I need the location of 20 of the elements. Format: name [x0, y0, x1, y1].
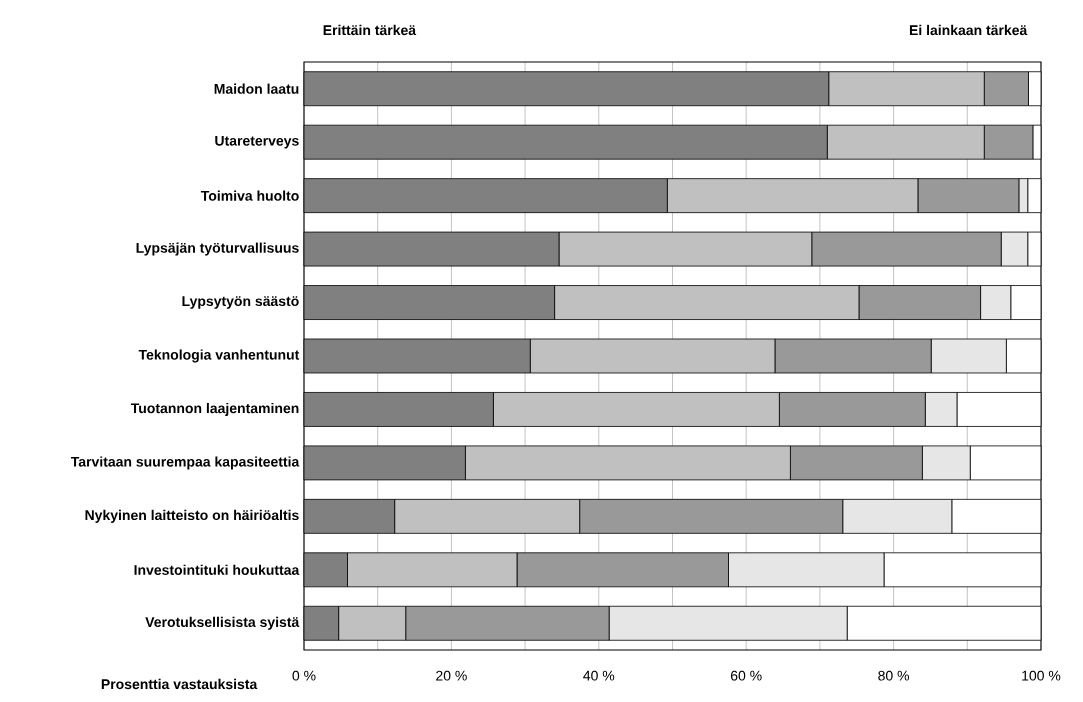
y-tick-label: Teknologia vanhentunut	[138, 349, 300, 363]
x-tick-label: 0 %	[292, 670, 316, 681]
x-tick-label: 60 %	[730, 670, 762, 681]
x-tick-label: 20 %	[436, 670, 467, 681]
x-axis-title: Prosenttia vastauksista	[101, 678, 258, 690]
text: Erittäin tärkeä	[323, 24, 417, 36]
x-tick-label: 40 %	[583, 670, 615, 681]
x-tick-label: 80 %	[878, 670, 910, 681]
x-tick-label: 100 %	[1022, 670, 1061, 681]
y-tick-label: Tuotannon laajentaminen	[130, 402, 299, 416]
y-tick-label: Tarvitaan suurempaa kapasiteettia	[70, 456, 300, 470]
text: Ei lainkaan tärkeä	[909, 24, 1028, 36]
y-tick-label: Utareterveys	[215, 135, 299, 149]
y-tick-label: Verotuksellisista syistä	[145, 616, 300, 630]
y-tick-label: Lypsäjän työturvallisuus	[136, 242, 299, 256]
y-tick-label: Nykyinen laitteisto on häiriöaltis	[85, 509, 299, 523]
y-tick-label: Maidon laatu	[214, 83, 299, 94]
y-tick-label: Toimiva huolto	[200, 190, 299, 201]
y-tick-label: Lypsytyön säästö	[182, 296, 299, 309]
y-tick-label: Investointituki houkuttaa	[134, 564, 300, 575]
